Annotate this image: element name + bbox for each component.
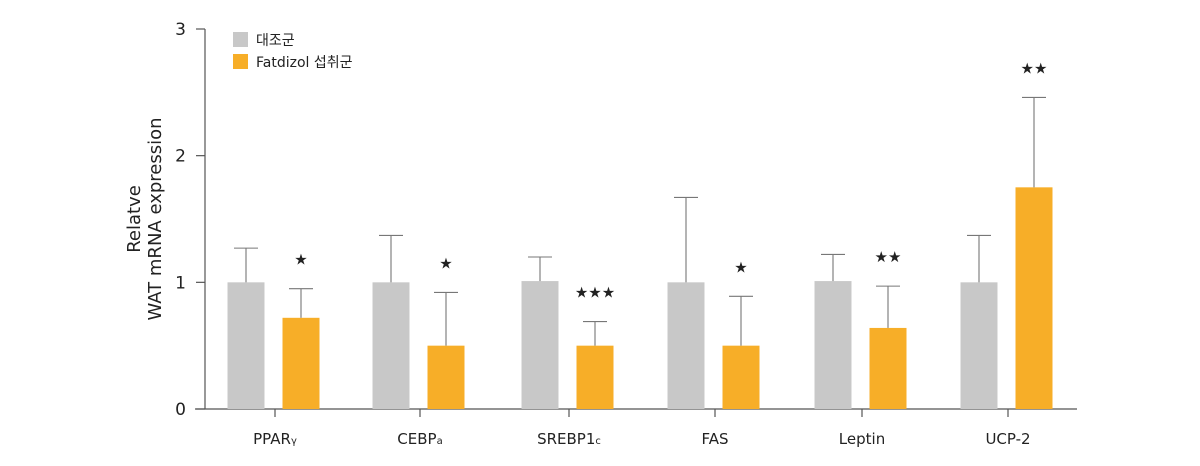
significance-stars: ★★: [1021, 59, 1048, 77]
y-axis-label-line: WAT mRNA expression: [145, 117, 166, 320]
control-bar: [521, 281, 559, 409]
y-axis-label: Relatve WAT mRNA expression: [124, 117, 166, 320]
fatdizol-bar: [1015, 187, 1053, 409]
fatdizol-bar: [427, 345, 465, 409]
legend: 대조군 Fatdizol 섭취군: [233, 32, 353, 71]
legend-label: Fatdizol 섭취군: [256, 55, 353, 71]
significance-stars: ★: [439, 254, 452, 272]
x-tick-label: Leptin: [839, 430, 885, 448]
bars: ★ ★★★★★★★★★: [227, 59, 1053, 409]
control-bar: [372, 282, 410, 409]
fatdizol-bar: [869, 327, 907, 409]
x-tick-label: CEBPa: [397, 430, 442, 448]
fatdizol-bar: [722, 345, 760, 409]
y-tick-label: 2: [175, 147, 186, 167]
x-tick-label: PPARγ: [253, 430, 297, 448]
y-axis-label-line: Relatve: [124, 185, 145, 253]
x-tick-label: UCP-2: [985, 430, 1030, 448]
significance-stars: ★★★: [575, 284, 615, 302]
significance-stars: ★: [734, 258, 747, 276]
y-tick-label: 1: [175, 273, 186, 293]
fatdizol-bar: [576, 345, 614, 409]
significance-stars: ★★: [875, 248, 902, 266]
legend-swatch: [233, 54, 248, 69]
x-tick-label: SREBP1c: [537, 430, 601, 448]
fatdizol-bar: [282, 317, 320, 409]
control-bar: [667, 282, 705, 409]
legend-label: 대조군: [256, 33, 295, 49]
control-bar: [227, 282, 265, 409]
control-bar: [960, 282, 998, 409]
legend-swatch: [233, 32, 248, 47]
control-bar: [814, 281, 852, 409]
axes: 0 1 2 3 Relatve WAT mRNA expression PPARγ CEBPa…: [124, 20, 1077, 448]
significance-stars: ★: [294, 251, 307, 269]
y-tick-label: 0: [175, 400, 186, 420]
y-tick-label: 3: [175, 20, 186, 40]
x-tick-label: FAS: [701, 430, 728, 448]
